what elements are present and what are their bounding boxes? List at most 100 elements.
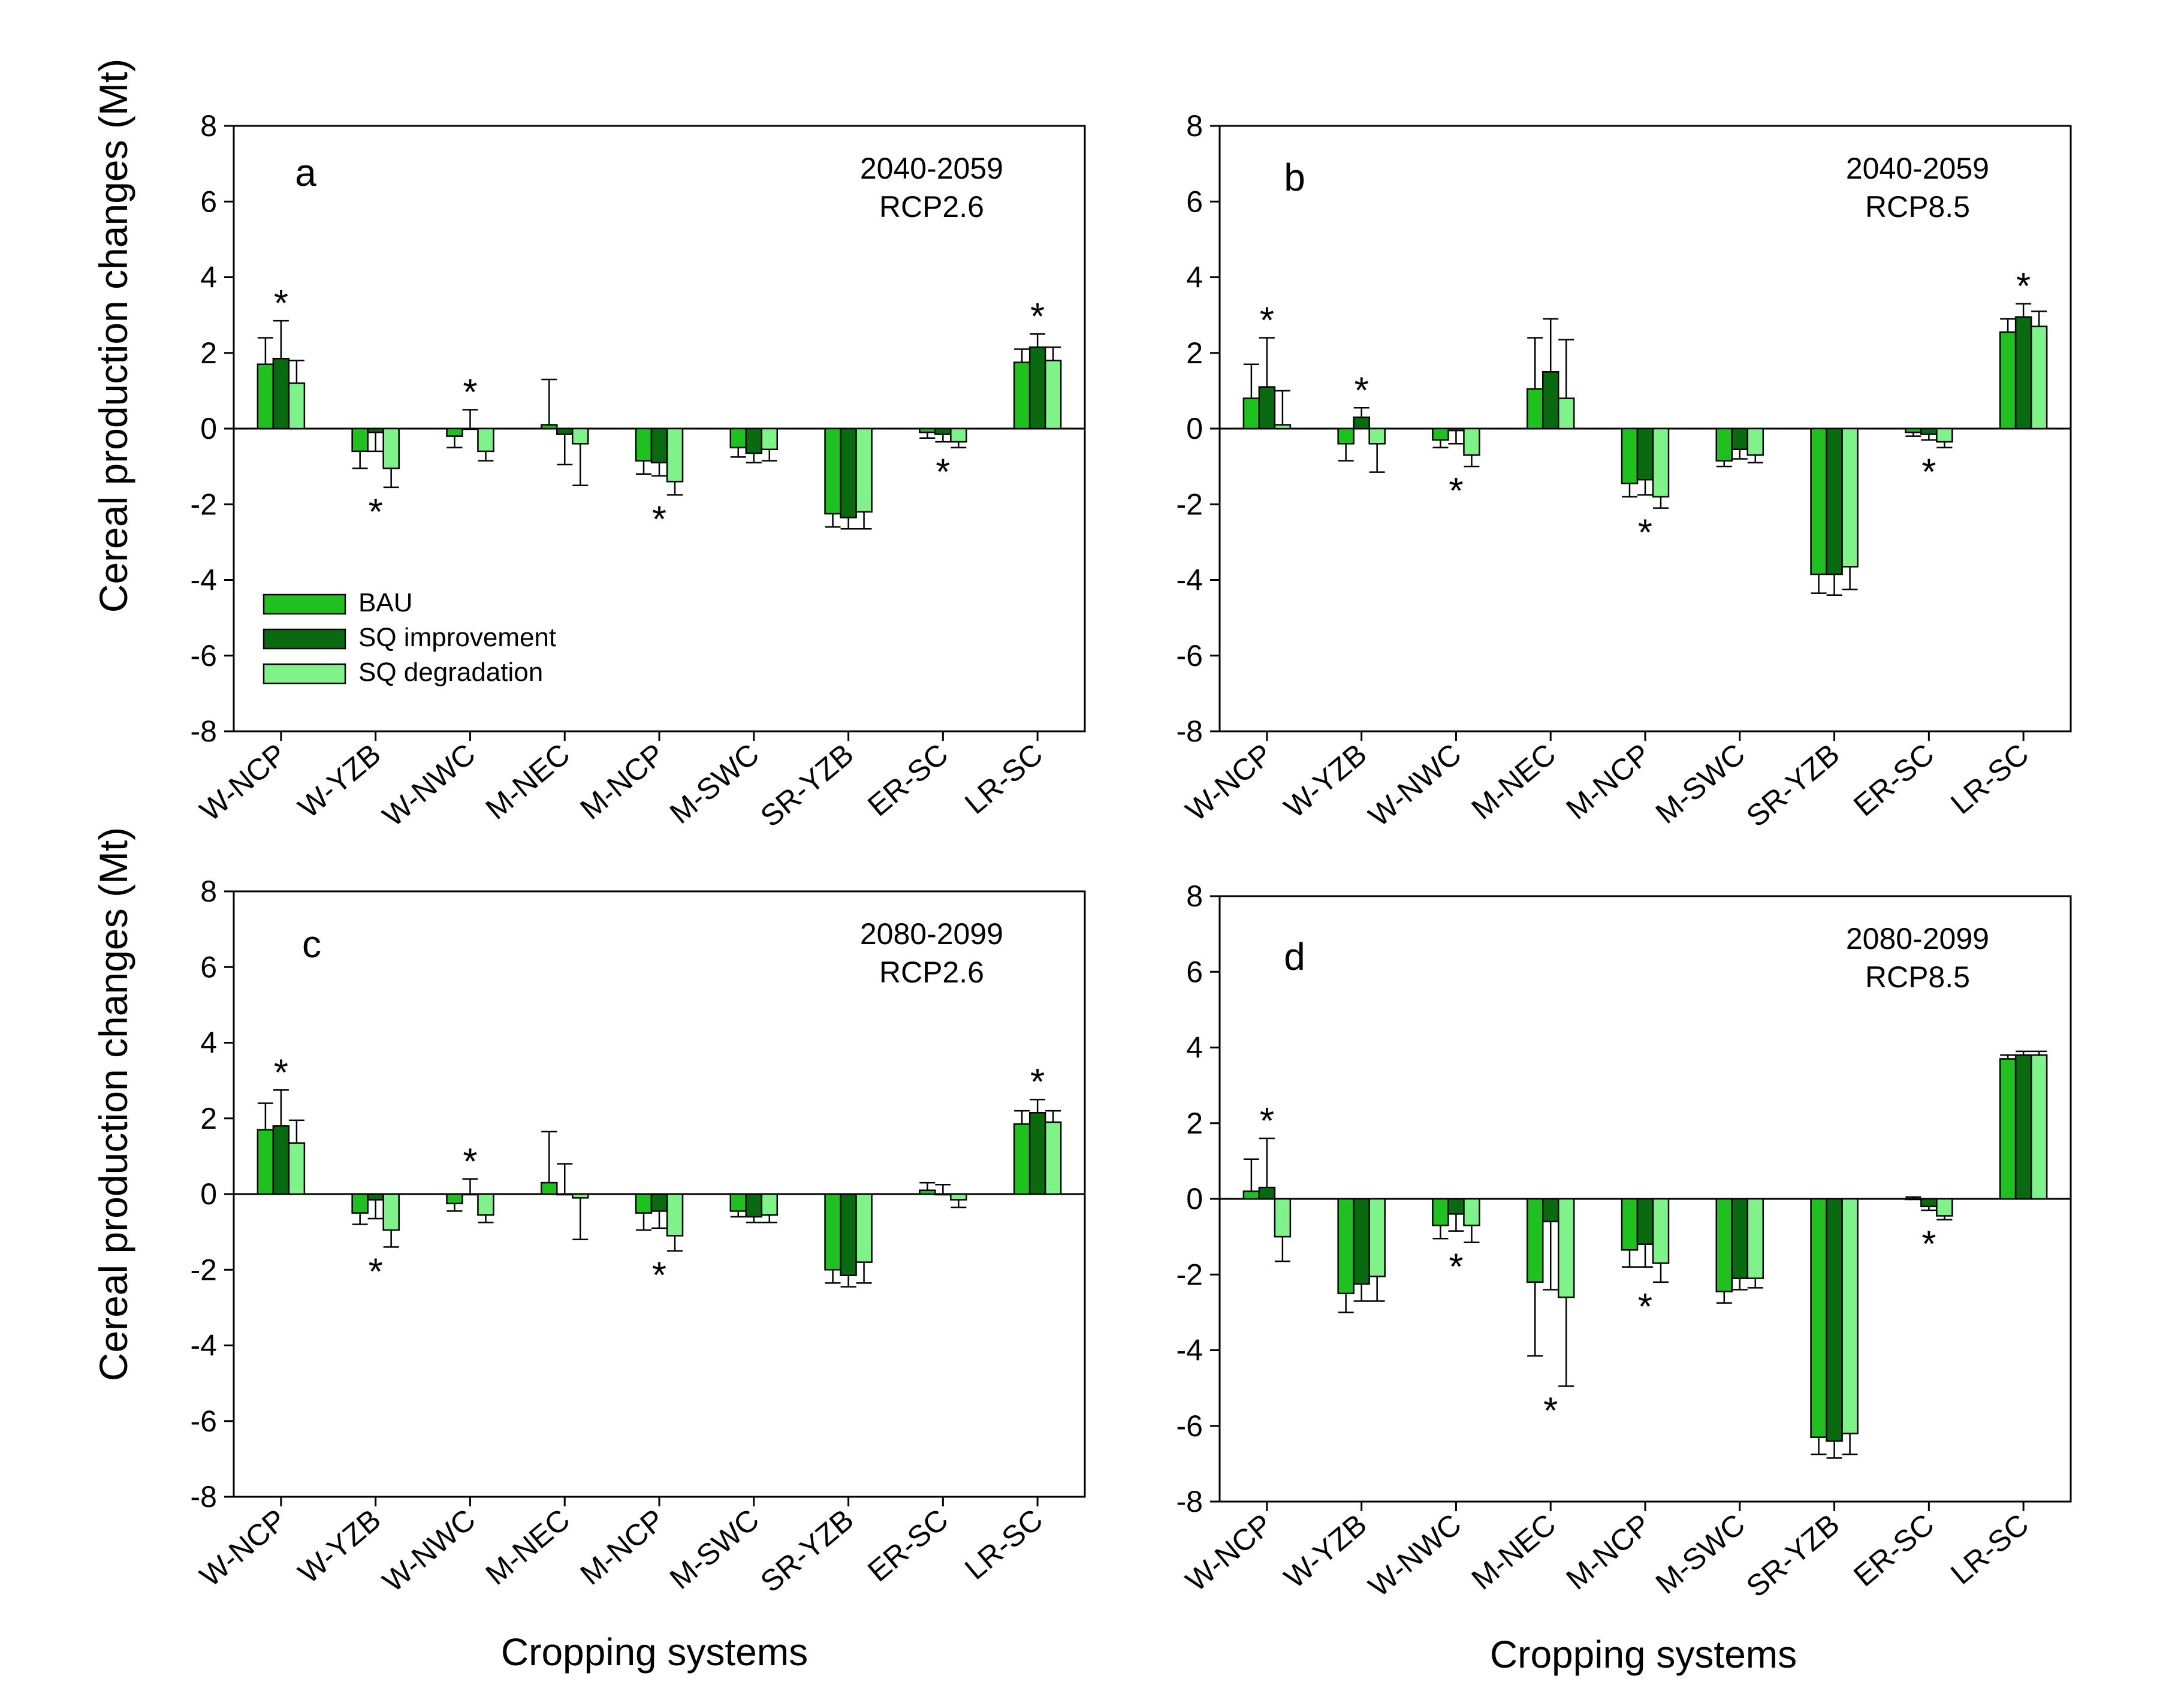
bar — [477, 427, 494, 453]
bar — [556, 1193, 574, 1196]
significance-star: * — [1355, 370, 1369, 411]
significance-star: * — [1638, 513, 1652, 554]
panel-letter: c — [302, 923, 321, 966]
y-tick-label: 8 — [200, 875, 217, 908]
y-axis-label-bottom: Cereal production changes (Mt) — [91, 827, 135, 1381]
bar — [1936, 1198, 1953, 1217]
bar — [1044, 1121, 1062, 1195]
bar — [1920, 1198, 1938, 1207]
significance-star: * — [274, 283, 288, 324]
y-tick-label: -8 — [191, 1480, 217, 1514]
y-tick-label: 4 — [200, 261, 217, 294]
panel-letter: b — [1284, 156, 1305, 199]
bar — [1715, 1198, 1733, 1292]
significance-star: * — [369, 1251, 383, 1292]
bar — [1432, 1198, 1449, 1226]
bar — [1731, 1198, 1749, 1279]
bar — [840, 1193, 857, 1276]
bar — [1810, 1198, 1827, 1438]
period-scenario-label: 2080-2099 — [1846, 922, 1989, 955]
bar — [2014, 1054, 2032, 1200]
bar — [1013, 1123, 1031, 1195]
panel-letter: a — [295, 151, 316, 194]
bar — [666, 427, 684, 483]
y-tick-label: -4 — [191, 1329, 217, 1363]
bar — [1526, 1198, 1544, 1283]
bar — [1258, 386, 1276, 430]
bar — [351, 427, 369, 453]
bar — [1432, 427, 1449, 441]
bar — [2030, 1054, 2048, 1200]
y-tick-label: -8 — [1177, 715, 1203, 748]
significance-star: * — [1260, 1101, 1274, 1142]
y-tick-label: 0 — [200, 412, 217, 445]
period-scenario-label: RCP2.6 — [879, 955, 984, 989]
bar — [635, 1193, 653, 1214]
bar — [919, 427, 936, 433]
bar — [2014, 316, 2032, 430]
bar — [950, 427, 967, 443]
y-tick-label: -8 — [1177, 1485, 1203, 1518]
bar — [1621, 427, 1639, 484]
y-tick-label: -6 — [1177, 639, 1203, 673]
y-tick-label: -2 — [191, 1253, 217, 1286]
y-tick-label: 2 — [200, 1102, 217, 1135]
bar — [351, 1193, 369, 1214]
bar — [446, 427, 463, 437]
y-tick-label: 4 — [1186, 261, 1203, 294]
legend-label: SQ improvement — [358, 623, 556, 652]
bar — [1242, 1190, 1260, 1200]
bar — [1028, 346, 1046, 430]
bar — [1353, 416, 1370, 430]
y-tick-label: 8 — [1186, 879, 1203, 913]
bar — [1526, 388, 1544, 430]
y-tick-label: -6 — [191, 639, 217, 673]
y-tick-label: -4 — [191, 563, 217, 597]
bar — [761, 427, 779, 450]
significance-star: * — [369, 492, 383, 533]
bar — [1746, 427, 1764, 456]
bar — [824, 1193, 841, 1271]
y-tick-label: -6 — [191, 1404, 217, 1438]
bar — [272, 1125, 290, 1195]
y-tick-label: 8 — [200, 109, 217, 143]
y-tick-label: 4 — [1186, 1031, 1203, 1065]
bar — [556, 427, 574, 435]
y-tick-label: 6 — [1186, 955, 1203, 988]
legend-swatch — [263, 593, 346, 615]
significance-star: * — [1543, 1390, 1558, 1431]
y-tick-label: -6 — [1177, 1409, 1203, 1443]
period-scenario-label: 2080-2099 — [860, 917, 1003, 951]
bar — [446, 1193, 463, 1205]
bar — [1463, 427, 1480, 456]
bar — [1920, 427, 1938, 435]
significance-star: * — [1638, 1286, 1652, 1328]
bar — [1258, 1186, 1276, 1200]
bar — [257, 363, 274, 430]
bar — [729, 1193, 747, 1212]
significance-star: * — [1030, 1062, 1045, 1103]
bar — [1353, 1198, 1370, 1285]
bar — [571, 1193, 589, 1199]
significance-star: * — [652, 1255, 666, 1297]
bar — [367, 427, 384, 433]
bar — [272, 357, 290, 430]
bar — [919, 1189, 936, 1195]
bar — [1274, 1198, 1292, 1238]
y-tick-label: 0 — [1186, 412, 1203, 445]
bar — [1557, 397, 1575, 430]
bar — [367, 1193, 384, 1201]
y-tick-label: 2 — [1186, 336, 1203, 370]
significance-star: * — [1449, 471, 1463, 512]
y-tick-label: -4 — [1177, 1334, 1203, 1367]
bar — [288, 382, 306, 430]
y-axis-label-top: Cereal production changes (Mt) — [91, 59, 135, 613]
bar — [1841, 1198, 1859, 1434]
y-tick-label: 8 — [1186, 109, 1203, 143]
y-tick-label: 0 — [200, 1177, 217, 1211]
bar — [1447, 1198, 1465, 1215]
bar — [1337, 427, 1355, 445]
bar — [650, 1193, 668, 1212]
bar — [1905, 427, 1922, 433]
bar — [635, 427, 653, 462]
